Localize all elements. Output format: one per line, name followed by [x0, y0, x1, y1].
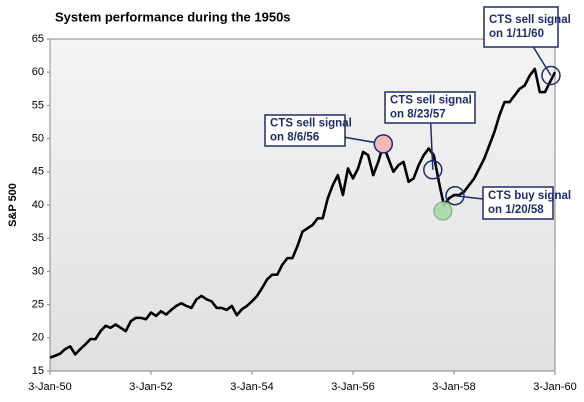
- callout-text: on 1/11/60: [489, 28, 544, 40]
- y-tick-label: 50: [32, 133, 44, 145]
- callout-text: CTS buy signal: [488, 190, 571, 202]
- marker: [433, 201, 453, 221]
- y-tick-label: 45: [32, 166, 44, 178]
- y-tick-label: 60: [32, 66, 44, 78]
- y-tick-label: 55: [32, 99, 44, 111]
- chart-title: System performance during the 1950s: [55, 9, 291, 24]
- y-tick-label: 40: [32, 199, 44, 211]
- y-tick-label: 25: [32, 299, 44, 311]
- signal-marker: [541, 65, 561, 86]
- y-tick-label: 15: [32, 365, 44, 377]
- callout-box: [482, 186, 554, 220]
- callout-box: [384, 91, 476, 124]
- x-tick-label: 3-Jan-58: [432, 381, 475, 393]
- y-tick-label: 20: [32, 332, 44, 344]
- signal-marker: [423, 160, 443, 180]
- line: [49, 67, 557, 359]
- y-tick-label: 30: [32, 265, 44, 277]
- y-axis-label: S&P 500: [7, 183, 19, 227]
- callout-text: CTS sell signal: [390, 95, 472, 107]
- callout-text: on 1/20/58: [488, 204, 544, 216]
- callout-text: on 8/6/56: [270, 132, 319, 144]
- x-tick-label: 3-Jan-54: [230, 381, 273, 393]
- x-tick-label: 3-Jan-60: [533, 381, 576, 393]
- callout-text: CTS sell signal: [489, 14, 571, 26]
- x-tick-label: 3-Jan-56: [331, 381, 374, 393]
- callout-text: on 8/23/57: [390, 109, 446, 121]
- y-tick-label: 35: [32, 232, 44, 244]
- signal-marker: [373, 134, 394, 154]
- callout-box: [264, 114, 346, 147]
- plot-area: [49, 38, 556, 372]
- callout-text: CTS sell signal: [270, 118, 352, 130]
- signal-marker: [445, 185, 465, 206]
- y-tick-label: 65: [32, 33, 44, 45]
- callout-box: [483, 6, 559, 48]
- x-tick-label: 3-Jan-52: [129, 381, 172, 393]
- x-tick-label: 3-Jan-50: [28, 381, 71, 393]
